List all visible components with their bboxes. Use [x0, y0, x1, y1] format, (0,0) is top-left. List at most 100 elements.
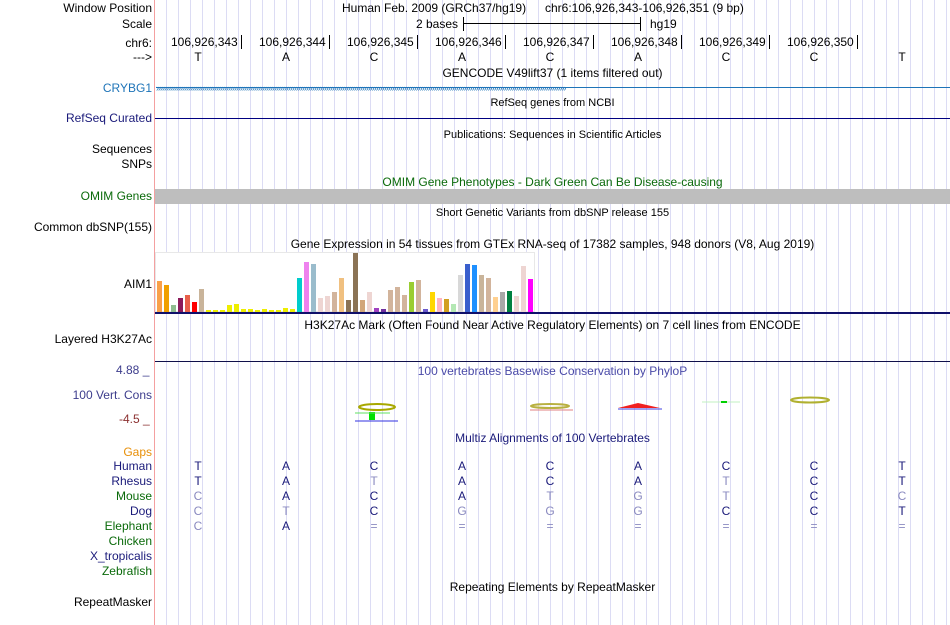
gtex-tissue-bar[interactable]: [297, 278, 302, 313]
species-label[interactable]: Chicken: [108, 534, 152, 548]
gtex-tissue-bar[interactable]: [262, 309, 267, 313]
aligned-base: A: [281, 459, 290, 473]
rmsk-label[interactable]: RepeatMasker: [73, 595, 152, 609]
gencode-gene-label[interactable]: CRYBG1: [102, 81, 152, 95]
gtex-tissue-bar[interactable]: [381, 309, 386, 313]
aligned-base: =: [898, 519, 906, 533]
gtex-tissue-bar[interactable]: [206, 310, 211, 313]
gtex-tissue-bar[interactable]: [255, 310, 260, 313]
pubs-sequences-label[interactable]: Sequences: [91, 142, 152, 156]
aligned-base: T: [194, 474, 202, 488]
phylop-label[interactable]: 100 Vert. Cons: [72, 388, 152, 402]
dbsnp-title: Short Genetic Variants from dbSNP releas…: [435, 207, 670, 219]
gtex-tissue-bar[interactable]: [360, 300, 365, 313]
gtex-tissue-bar[interactable]: [353, 253, 358, 313]
gtex-gene-label[interactable]: AIM1: [123, 277, 152, 291]
gtex-tissue-bar[interactable]: [486, 278, 491, 313]
gtex-graph[interactable]: [155, 252, 535, 313]
gtex-tissue-bar[interactable]: [157, 281, 162, 313]
species-label[interactable]: Elephant: [104, 519, 152, 533]
gtex-tissue-bar[interactable]: [171, 305, 176, 313]
species-label[interactable]: Mouse: [115, 489, 152, 503]
gtex-tissue-bar[interactable]: [213, 310, 218, 313]
gtex-tissue-bar[interactable]: [185, 295, 190, 313]
gtex-tissue-bar[interactable]: [528, 279, 533, 313]
gtex-tissue-bar[interactable]: [332, 292, 337, 313]
gencode-gene-line: [156, 87, 950, 88]
gtex-tissue-bar[interactable]: [248, 309, 253, 313]
species-label[interactable]: Human: [113, 459, 152, 473]
gtex-tissue-bar[interactable]: [395, 287, 400, 313]
aligned-base: T: [370, 474, 378, 488]
gtex-tissue-bar[interactable]: [311, 264, 316, 313]
gtex-tissue-bar[interactable]: [346, 300, 351, 313]
gtex-tissue-bar[interactable]: [402, 295, 407, 313]
gtex-tissue-bar[interactable]: [479, 275, 484, 313]
omim-label[interactable]: OMIM Genes: [80, 189, 152, 203]
gtex-tissue-bar[interactable]: [199, 289, 204, 313]
omim-feature[interactable]: [155, 189, 950, 204]
aligned-base: C: [809, 474, 819, 488]
gtex-tissue-bar[interactable]: [451, 304, 456, 313]
aligned-base: A: [457, 474, 466, 488]
gtex-tissue-bar[interactable]: [500, 292, 505, 313]
coordinate-label: 106,926,347: [523, 35, 594, 49]
gtex-tissue-bar[interactable]: [276, 310, 281, 313]
gtex-tissue-bar[interactable]: [241, 309, 246, 313]
gtex-tissue-bar[interactable]: [444, 299, 449, 313]
position-readout[interactable]: chr6:106,926,343-106,926,351 (9 bp): [545, 1, 744, 15]
gtex-tissue-bar[interactable]: [472, 265, 477, 313]
gtex-tissue-bar[interactable]: [521, 266, 526, 313]
coordinate-label: 106,926,345: [347, 35, 418, 49]
refseq-title: RefSeq genes from NCBI: [490, 97, 615, 109]
gaps-label[interactable]: Gaps: [123, 445, 152, 459]
gtex-tissue-bar[interactable]: [178, 298, 183, 313]
gencode-title: GENCODE V49lift37 (1 items filtered out): [442, 66, 663, 80]
dbsnp-label[interactable]: Common dbSNP(155): [33, 220, 152, 234]
gencode-gene-strand-arrows[interactable]: ››››››››››››››››››››››››››››››››››››››››…: [156, 83, 566, 93]
gtex-tissue-bar[interactable]: [220, 310, 225, 313]
gtex-tissue-bar[interactable]: [388, 290, 393, 313]
aligned-base: C: [369, 504, 379, 518]
species-label[interactable]: Zebrafish: [101, 564, 152, 578]
gtex-tissue-bar[interactable]: [269, 310, 274, 313]
refseq-label[interactable]: RefSeq Curated: [65, 111, 152, 125]
refseq-gene-line[interactable]: [155, 118, 950, 119]
snps-label[interactable]: SNPs: [121, 157, 152, 171]
gtex-tissue-bar[interactable]: [318, 298, 323, 313]
gtex-tissue-bar[interactable]: [374, 308, 379, 313]
gtex-tissue-bar[interactable]: [507, 291, 512, 313]
gtex-tissue-bar[interactable]: [283, 308, 288, 313]
gtex-tissue-bar[interactable]: [304, 262, 309, 313]
gtex-tissue-bar[interactable]: [465, 264, 470, 313]
gtex-tissue-bar[interactable]: [409, 282, 414, 313]
gtex-bar-chart: [157, 253, 533, 313]
strand-label: --->: [133, 50, 152, 64]
gtex-tissue-bar[interactable]: [325, 296, 330, 313]
species-label[interactable]: Dog: [129, 504, 152, 518]
gtex-tissue-bar[interactable]: [234, 304, 239, 313]
gtex-tissue-bar[interactable]: [423, 309, 428, 313]
species-label[interactable]: Rhesus: [111, 474, 152, 488]
gtex-tissue-bar[interactable]: [192, 302, 197, 313]
gtex-tissue-bar[interactable]: [514, 296, 519, 313]
gtex-tissue-bar[interactable]: [416, 280, 421, 313]
gtex-tissue-bar[interactable]: [227, 305, 232, 313]
phylop-max-label: 4.88 _: [116, 363, 150, 377]
species-label[interactable]: X_tropicalis: [89, 549, 152, 563]
gtex-tissue-bar[interactable]: [290, 309, 295, 313]
gtex-tissue-bar[interactable]: [430, 292, 435, 313]
aligned-base: C: [721, 504, 731, 518]
h3k27ac-label[interactable]: Layered H3K27Ac: [54, 332, 152, 346]
gtex-tissue-bar[interactable]: [493, 297, 498, 313]
gtex-tissue-bar[interactable]: [367, 292, 372, 313]
gtex-tissue-bar[interactable]: [164, 285, 169, 313]
phylop-min-label: -4.5 _: [119, 412, 150, 426]
aligned-base: =: [546, 519, 554, 533]
gtex-tissue-bar[interactable]: [339, 278, 344, 313]
aligned-base: C: [369, 489, 379, 503]
gtex-tissue-bar[interactable]: [437, 298, 442, 313]
aligned-base: C: [545, 474, 555, 488]
gtex-tissue-bar[interactable]: [458, 275, 463, 313]
aligned-base: T: [722, 474, 730, 488]
